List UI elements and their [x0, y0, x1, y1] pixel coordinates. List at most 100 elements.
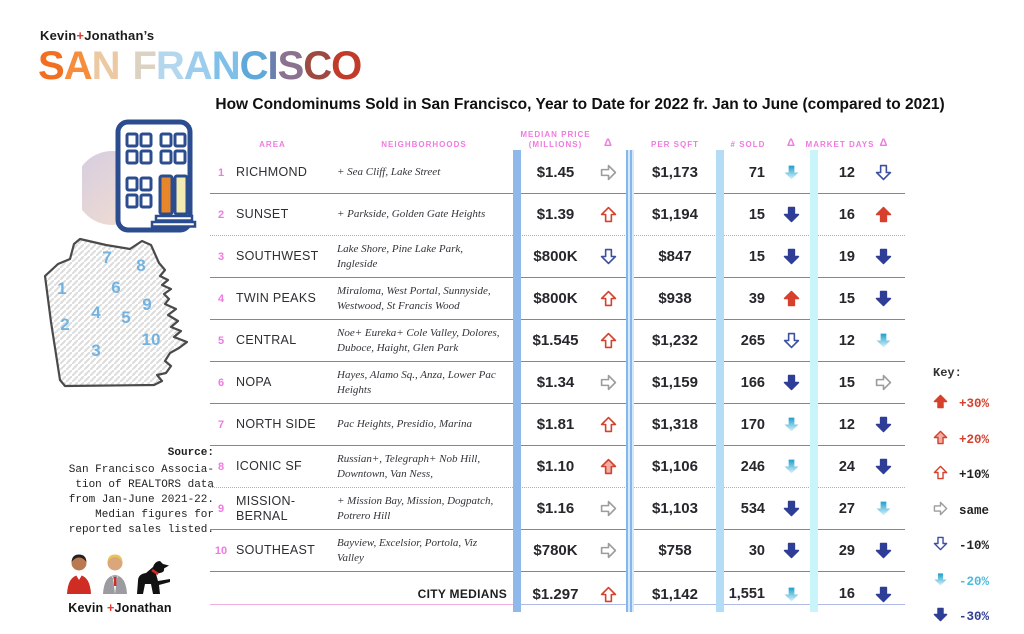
city-per-sqft: $1,142	[652, 585, 698, 603]
market-days: 12	[838, 332, 855, 349]
per-sqft: $1,106	[652, 458, 698, 475]
table-row: 1 RICHMOND + Sea Cliff, Lake Street $1.4…	[210, 152, 905, 194]
per-sqft: $1,173	[652, 164, 698, 181]
city-price-delta-arrow	[590, 572, 626, 616]
neighborhoods: + Parkside, Golden Gate Heights	[337, 208, 486, 221]
sf-outline	[43, 237, 189, 388]
right-arrow-icon	[875, 374, 892, 391]
price-delta-arrow	[590, 446, 626, 487]
sold-delta-arrow	[772, 446, 810, 487]
brand-jonathan: Jonathan’s	[84, 28, 155, 43]
map-area-number: 7	[102, 248, 112, 267]
down-arrow-icon	[784, 165, 798, 180]
map-area-number: 10	[141, 330, 161, 349]
wordmark-letter: I	[267, 44, 278, 88]
up-arrow-icon	[933, 465, 948, 480]
neighborhoods: Pac Heights, Presidio, Marina	[337, 418, 472, 431]
up-arrow-icon	[600, 290, 616, 307]
down-arrow-icon	[934, 572, 947, 586]
table-bottom-rule-right	[513, 604, 905, 605]
legend-label: +10%	[959, 468, 990, 482]
area-rank: 5	[217, 334, 225, 347]
column-divider-market-days	[810, 150, 818, 612]
price-delta-arrow	[590, 404, 626, 445]
price-delta-arrow	[590, 488, 626, 529]
sold-count: 166	[740, 374, 765, 391]
market-days: 12	[838, 164, 855, 181]
wordmark-letter: S	[38, 44, 65, 88]
days-delta-arrow	[862, 194, 905, 235]
legend-label: -20%	[959, 574, 990, 589]
neighborhoods: Miraloma, West Portal, Sunnyside, Westwo…	[337, 285, 491, 312]
area-rank: 9	[217, 502, 225, 515]
city-days-delta-arrow	[862, 572, 905, 616]
legend: Key: +30% +20% +10% same -10% -20% -30%	[933, 366, 1023, 634]
per-sqft: $758	[658, 542, 692, 559]
legend-label: +20%	[959, 432, 990, 447]
market-days: 16	[838, 206, 855, 223]
down-arrow-icon	[783, 542, 799, 559]
up-arrow-icon	[875, 206, 892, 223]
days-delta-arrow	[862, 530, 905, 571]
map-area-number: 5	[121, 308, 131, 327]
sold-delta-arrow	[772, 152, 810, 193]
neighborhoods: Hayes, Alamo Sq., Anza, Lower Pac Height…	[337, 369, 496, 396]
days-delta-arrow	[862, 320, 905, 361]
column-divider-median-price	[513, 150, 521, 612]
legend-items: +30% +20% +10% same -10% -20% -30%	[933, 394, 1023, 627]
condo-building-icon	[75, 116, 197, 238]
sold-count: 534	[740, 500, 765, 517]
table-row: 5 CENTRAL Noe+ Eureka+ Cole Valley, Dolo…	[210, 320, 905, 362]
col-header-neighborhoods: NEIGHBORHOODS	[381, 139, 467, 149]
legend-item: -10%	[933, 536, 1023, 556]
median-price: $1.39	[536, 206, 575, 223]
sf-map: 1 2 3 4 5 6 7 8 9 10	[18, 232, 216, 438]
up-arrow-icon	[600, 332, 616, 349]
neighborhoods: + Sea Cliff, Lake Street	[337, 166, 441, 179]
days-delta-arrow	[862, 236, 905, 277]
col-header-price-delta: Δ	[604, 136, 612, 149]
market-days: 15	[838, 374, 855, 391]
neighborhoods: Russian+, Telegraph+ Nob Hill, Downtown,…	[337, 453, 481, 480]
column-divider-per-sqft	[626, 150, 634, 612]
median-price: $1.10	[536, 458, 575, 475]
sold-count: 15	[748, 206, 765, 223]
median-price: $800K	[533, 290, 578, 307]
market-days: 19	[838, 248, 855, 265]
kevin-jonathan-dog-icon	[67, 554, 170, 594]
city-medians-row: CITY MEDIANS $1.297 $1,142 1,551 16	[210, 572, 905, 616]
per-sqft: $1,194	[652, 206, 698, 223]
up-arrow-icon	[600, 586, 616, 602]
down-arrow-icon	[875, 248, 892, 265]
column-divider-sold	[716, 150, 724, 612]
area-rank: 2	[217, 208, 225, 221]
down-arrow-icon	[875, 416, 892, 433]
area-rank: 8	[217, 460, 225, 473]
price-delta-arrow	[590, 236, 626, 277]
median-price: $1.545	[532, 332, 579, 349]
price-delta-arrow	[590, 530, 626, 571]
area-name: RICHMOND	[236, 165, 308, 179]
area-name: ICONIC SF	[236, 459, 302, 473]
brand-plus: +	[76, 28, 85, 43]
down-arrow-icon	[783, 500, 799, 517]
map-area-number: 3	[91, 341, 101, 360]
source-line: Median figures for	[95, 509, 214, 521]
neighborhoods: Noe+ Eureka+ Cole Valley, Dolores, Duboc…	[337, 327, 500, 354]
down-arrow-icon	[783, 332, 799, 349]
city-median-price: $1.297	[532, 585, 579, 603]
legend-label: same	[959, 503, 990, 518]
right-arrow-icon	[600, 542, 616, 559]
legend-item: -20%	[933, 572, 1023, 592]
wordmark-letter: F	[132, 44, 156, 88]
sold-delta-arrow	[772, 236, 810, 277]
wordmark-letter: S	[277, 44, 305, 88]
down-arrow-icon	[875, 458, 892, 475]
table-row: 2 SUNSET + Parkside, Golden Gate Heights…	[210, 194, 905, 236]
legend-item: same	[933, 501, 1023, 521]
legend-arrow-icon	[933, 572, 948, 592]
footer-kevin: Kevin	[68, 601, 108, 615]
sold-delta-arrow	[772, 530, 810, 571]
area-name: SOUTHWEST	[236, 249, 319, 263]
wordmark-letter: C	[303, 44, 332, 88]
